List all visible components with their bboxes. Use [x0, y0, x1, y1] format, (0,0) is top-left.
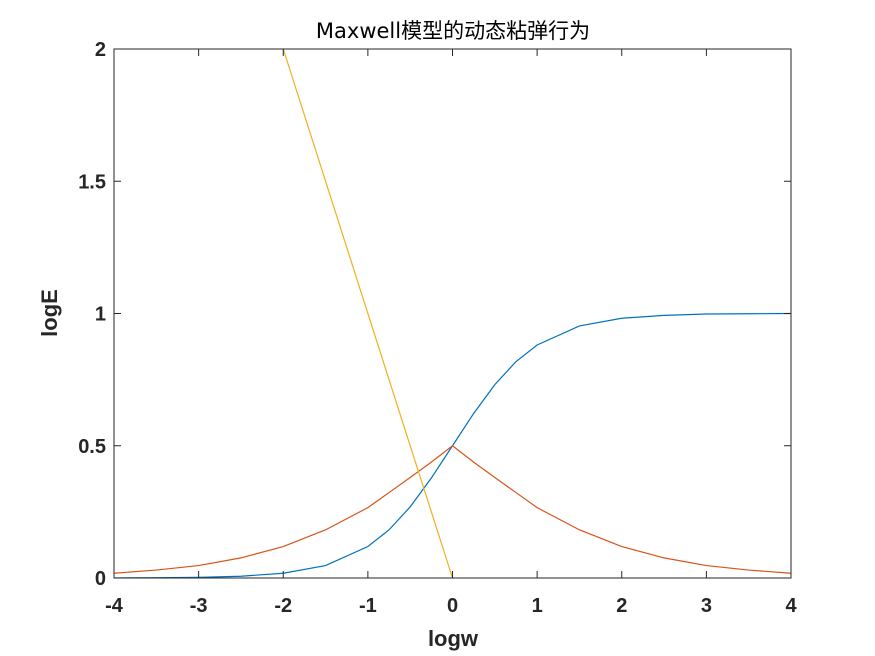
series-line-2 — [113, 444, 792, 574]
x-tick-label: 1 — [532, 595, 543, 617]
plot-lines — [113, 48, 792, 579]
x-tick-label: 4 — [785, 595, 797, 617]
y-tick-label: 1.5 — [78, 171, 106, 193]
plot-box — [113, 48, 792, 579]
x-tick-label: -2 — [274, 595, 292, 617]
chart-title: Maxwell模型的动态粘弹行为 — [316, 19, 590, 43]
x-tick-label: 2 — [616, 595, 627, 617]
x-tick-label: -4 — [105, 595, 124, 617]
y-tick-label: 2 — [95, 39, 106, 61]
x-tick-label: 0 — [447, 595, 458, 617]
x-axis: -4 -3 -2 -1 0 1 2 3 4 — [105, 49, 797, 617]
x-tick-label: -3 — [190, 595, 208, 617]
y-axis-label: logE — [37, 289, 62, 337]
x-tick-label: -1 — [359, 595, 377, 617]
y-tick-label: 0.5 — [78, 436, 106, 458]
y-tick-label: 0 — [95, 568, 106, 590]
y-tick-label: 1 — [95, 304, 106, 326]
x-tick-label: 3 — [701, 595, 712, 617]
x-axis-label: logw — [428, 626, 479, 651]
y-axis: 0 0.5 1 1.5 2 — [78, 39, 791, 590]
series-line-3 — [282, 48, 454, 579]
